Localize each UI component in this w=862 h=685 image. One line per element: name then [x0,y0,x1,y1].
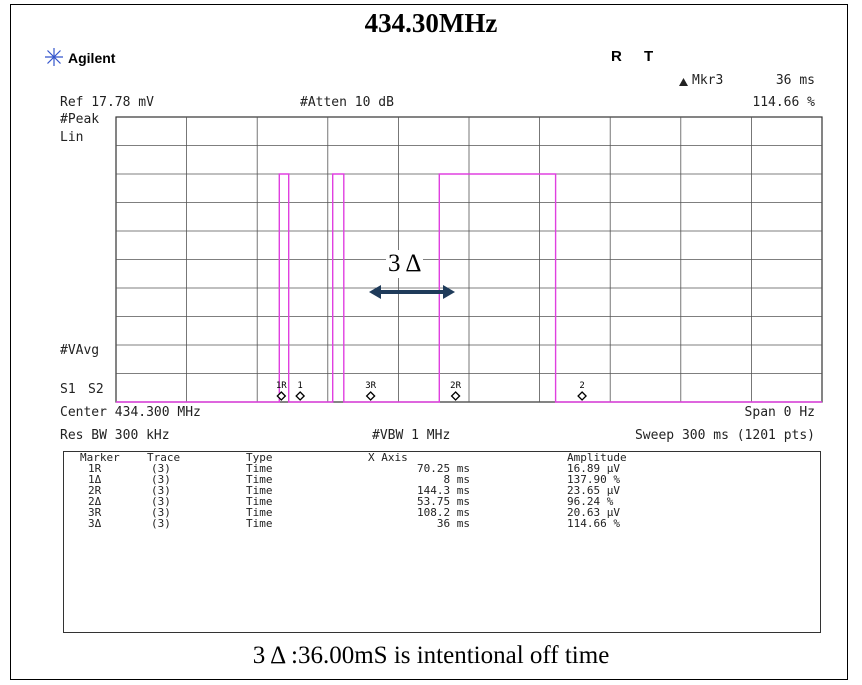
table-cell: 2Δ [88,495,102,508]
table-cell: (3) [151,506,171,519]
page-title: 434.30MHz [364,8,498,38]
table-cell: 108.2 ms [417,506,470,519]
agilent-spark-icon [45,48,63,66]
plot-grid [115,116,823,403]
trace-line-0 [116,173,822,403]
marker-2R [450,391,461,401]
span: Span 0 Hz [744,405,815,420]
table-cell: 3R [88,506,102,519]
table-header-x-axis: X Axis [368,451,408,464]
s1-label: S1 [60,382,76,397]
scale-label: Lin [60,130,84,145]
table-cell: 2R [88,484,102,497]
table-cell: Time [246,462,273,475]
trace-group [116,173,822,403]
table-cell: 96.24 % [567,495,614,508]
table-cell: 137.90 % [567,473,620,486]
table-cell: Time [246,517,273,530]
table-cell: (3) [151,473,171,486]
marker-readout-amplitude: 114.66 % [752,95,815,110]
delta-arrow [369,285,455,299]
delta-triangle-icon [679,78,688,86]
vavg-label: #VAvg [60,343,100,358]
marker-label-3R: 3R [365,381,376,391]
s2-label: S2 [88,382,104,397]
ref-level: Ref 17.78 mV [60,95,154,110]
marker-label-1: 1 [297,381,302,391]
table-cell: 53.75 ms [417,495,470,508]
table-cell: 144.3 ms [417,484,470,497]
marker-1R [276,391,287,401]
table-cell: 70.25 ms [417,462,470,475]
table-header-type: Type [246,451,273,464]
center-frequency: Center 434.300 MHz [60,405,201,420]
table-cell: 8 ms [443,473,471,486]
marker-2 [577,391,587,401]
table-cell: (3) [151,484,171,497]
marker-readout-label: Mkr3 [692,73,724,88]
delta-annotation: 3 Δ [386,250,424,278]
table-cell: 1Δ [88,473,102,486]
caption: 3 Δ :36.00mS is intentional off time [252,642,610,669]
table-cell: Time [246,506,273,519]
table-cell: 1R [88,462,102,475]
table-cell: 23.65 μV [567,484,620,497]
table-cell: (3) [151,495,171,508]
table-header-amplitude: Amplitude [567,451,627,464]
table-cell: 114.66 % [567,517,620,530]
table-cell: Time [246,495,273,508]
table-cell: Time [246,473,273,486]
marker-3R [365,391,376,401]
table-cell: 16.89 μV [567,462,620,475]
status-r: R [611,48,622,65]
table-cell: (3) [151,517,171,530]
table-cell: Time [246,484,273,497]
attenuation: #Atten 10 dB [300,95,394,110]
table-cell: 20.63 μV [567,506,620,519]
detector-label: #Peak [60,112,100,127]
table-header-trace: Trace [147,451,181,464]
marker-readout-time: 36 ms [775,73,815,88]
sweep: Sweep 300 ms (1201 pts) [634,428,815,443]
table-header-marker: Marker [80,451,120,464]
table-cell: (3) [151,462,171,475]
table-cell: 3Δ [88,517,102,530]
status-t: T [644,48,654,65]
marker-group: 1R 1 3R 2R 2 [276,381,587,401]
marker-label-2R: 2R [450,381,461,391]
brand-logo-text: Agilent [68,50,116,66]
marker-label-1R: 1R [276,381,287,391]
marker-1 [295,391,306,401]
vbw: #VBW 1 MHz [372,428,451,443]
res-bw: Res BW 300 kHz [60,428,170,443]
marker-label-2: 2 [579,381,584,391]
table-cell: 36 ms [436,517,470,530]
marker-table [63,451,821,633]
